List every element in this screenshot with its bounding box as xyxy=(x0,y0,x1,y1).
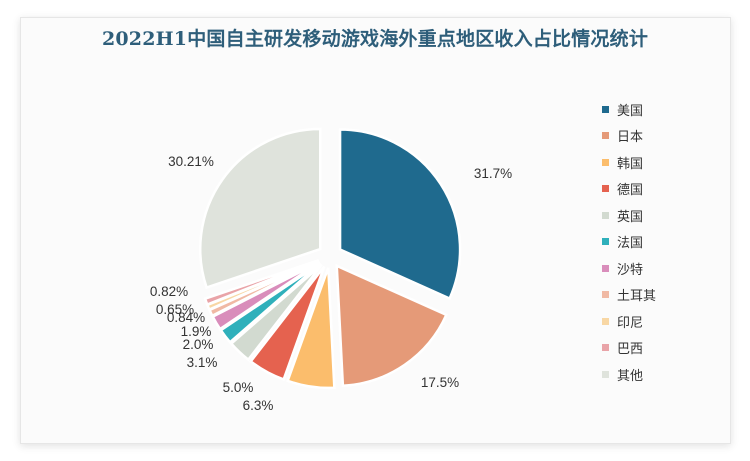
legend-swatch xyxy=(602,158,609,166)
legend-label: 其他 xyxy=(617,368,644,384)
pie-slice xyxy=(338,128,462,301)
slice-label: 30.21% xyxy=(168,154,214,169)
legend-label: 沙特 xyxy=(617,262,644,278)
slice-label: 2.0% xyxy=(183,337,214,352)
legend-label: 德国 xyxy=(617,183,644,199)
legend-item-usa: 美国 xyxy=(602,96,656,123)
pie-slice xyxy=(203,258,320,307)
legend-swatch xyxy=(602,370,609,378)
legend-item-indonesia: 印尼 xyxy=(602,308,656,335)
pie-labels: 31.7% 17.5% 6.3% 5.0% 3.1% 2.0%1.9%0.84%0.65%… xyxy=(150,154,512,413)
pie-slice xyxy=(229,263,323,362)
slice-label: 0.65% xyxy=(156,302,194,317)
legend-swatch xyxy=(602,317,609,325)
legend-swatch xyxy=(602,211,609,219)
legend-label: 英国 xyxy=(617,209,644,225)
pie-slice xyxy=(219,262,322,344)
slice-label: 31.7% xyxy=(474,166,512,181)
legend-item-uk: 英国 xyxy=(602,202,656,229)
slice-label: 0.84% xyxy=(167,310,205,325)
legend-label: 日本 xyxy=(617,130,644,146)
slice-label: 5.0% xyxy=(223,380,254,395)
legend-label: 土耳其 xyxy=(617,289,657,305)
legend-item-other: 其他 xyxy=(602,361,656,388)
slice-label: 3.1% xyxy=(187,355,218,370)
legend-item-korea: 韩国 xyxy=(602,149,656,176)
legend-label: 韩国 xyxy=(617,156,644,172)
pie-slice xyxy=(335,263,448,388)
legend-swatch xyxy=(602,238,609,246)
legend-swatch xyxy=(602,344,609,352)
legend-swatch xyxy=(602,264,609,272)
legend-item-brazil: 巴西 xyxy=(602,335,656,362)
slice-label: 6.3% xyxy=(243,398,274,413)
slice-label: 1.9% xyxy=(181,324,212,339)
legend-swatch xyxy=(602,185,609,193)
pie-slice xyxy=(286,267,336,390)
pie-slices xyxy=(199,127,462,390)
chart-legend: 美国 日本 韩国 德国 英国 法国 沙特 土耳其 印尼 巴西 其他 xyxy=(602,96,656,388)
legend-swatch xyxy=(602,291,609,299)
pie-slice xyxy=(199,127,322,290)
legend-item-saudi: 沙特 xyxy=(602,255,656,282)
pie-slice xyxy=(248,265,326,382)
legend-item-turkey: 土耳其 xyxy=(602,282,656,309)
legend-swatch xyxy=(602,132,609,140)
slice-label: 17.5% xyxy=(421,375,459,390)
legend-item-germany: 德国 xyxy=(602,176,656,203)
legend-label: 巴西 xyxy=(617,342,644,358)
slice-label: 0.82% xyxy=(150,284,188,299)
legend-label: 法国 xyxy=(617,236,644,252)
legend-swatch xyxy=(602,105,609,113)
legend-item-japan: 日本 xyxy=(602,123,656,150)
legend-item-france: 法国 xyxy=(602,229,656,256)
chart-title: 2022H1中国自主研发移动游戏海外重点地区收入占比情况统计 xyxy=(101,28,649,50)
legend-label: 美国 xyxy=(617,103,644,119)
legend-label: 印尼 xyxy=(617,315,644,331)
